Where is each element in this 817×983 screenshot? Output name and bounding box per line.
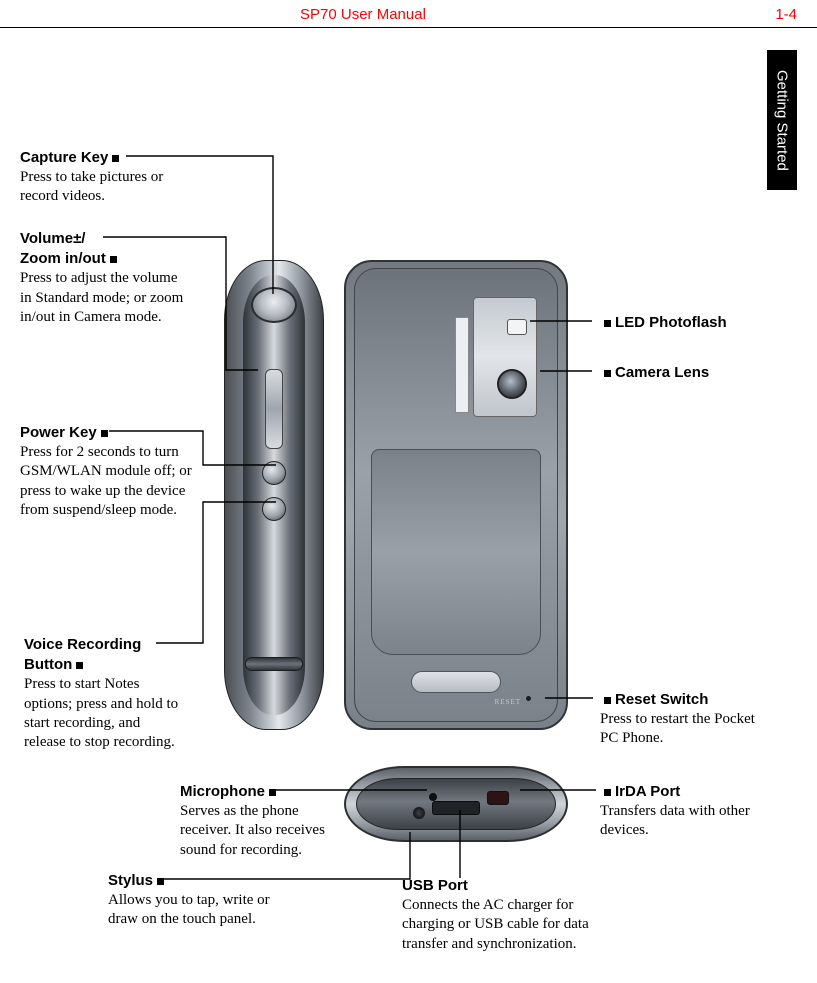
volume-rocker-graphic — [265, 369, 283, 449]
callout-capture-key: Capture Key Press to take pictures or re… — [20, 148, 200, 207]
megapixel-label-graphic — [455, 317, 469, 413]
microphone-hole-graphic — [429, 793, 437, 801]
battery-cover — [371, 449, 541, 655]
callout-voice-recording: Voice Recording Button Press to start No… — [24, 635, 184, 752]
callout-desc: Press for 2 seconds to turn GSM/WLAN mod… — [20, 443, 200, 520]
leader-marker — [269, 789, 276, 796]
camera-panel — [473, 297, 537, 417]
irda-port-graphic — [487, 791, 509, 805]
callout-title: Reset Switch — [615, 691, 708, 708]
stylus-hole-graphic — [413, 807, 425, 819]
callout-desc: Press to adjust the volume in Standard m… — [20, 269, 190, 327]
led-photoflash-graphic — [507, 319, 527, 335]
callout-usb-port: USB Port Connects the AC charger for cha… — [402, 876, 602, 954]
callout-microphone: Microphone Serves as the phone receiver.… — [180, 782, 350, 860]
back-slot-graphic — [411, 671, 501, 693]
callout-title: LED Photoflash — [615, 314, 727, 331]
leader-marker — [604, 370, 611, 377]
leader-marker — [604, 789, 611, 796]
leader-marker — [604, 320, 611, 327]
callout-title: IrDA Port — [615, 783, 680, 800]
page-header: SP70 User Manual 1-4 — [0, 4, 817, 28]
leader-marker — [157, 878, 164, 885]
manual-title: SP70 User Manual — [300, 6, 426, 23]
device-side-view — [224, 260, 324, 730]
callout-title: Power Key — [20, 424, 97, 441]
device-bottom-view — [344, 766, 568, 842]
leader-marker — [604, 697, 611, 704]
device-back-view: RESET — [344, 260, 568, 730]
voice-button-graphic — [262, 497, 286, 521]
reset-label-graphic: RESET — [495, 698, 521, 706]
callout-camera-lens: Camera Lens — [600, 363, 790, 383]
callout-power-key: Power Key Press for 2 seconds to turn GS… — [20, 423, 200, 520]
callout-desc: Press to start Notes options; press and … — [24, 675, 184, 752]
callout-desc: Allows you to tap, write or draw on the … — [108, 891, 278, 929]
callout-title: USB Port — [402, 877, 468, 894]
power-key-graphic — [262, 461, 286, 485]
chapter-tab: Getting Started — [767, 50, 797, 190]
reset-switch-graphic — [526, 696, 531, 701]
callout-desc: Connects the AC charger for charging or … — [402, 896, 602, 954]
callout-irda-port: IrDA Port Transfers data with other devi… — [600, 782, 770, 841]
callout-title: Capture Key — [20, 149, 108, 166]
callout-stylus: Stylus Allows you to tap, write or draw … — [108, 871, 278, 930]
back-inset: RESET — [354, 268, 558, 722]
leader-marker — [101, 430, 108, 437]
capture-key-graphic — [251, 287, 297, 323]
leader-marker — [112, 155, 119, 162]
bottom-inner — [356, 778, 556, 830]
callout-desc: Transfers data with other devices. — [600, 802, 770, 840]
callout-desc: Serves as the phone receiver. It also re… — [180, 802, 350, 860]
side-bottom-slot — [245, 657, 303, 671]
callout-reset-switch: Reset Switch Press to restart the Pocket… — [600, 690, 770, 749]
callout-title: Microphone — [180, 783, 265, 800]
callout-volume: Volume±/ Zoom in/out Press to adjust the… — [20, 229, 190, 327]
page-number: 1-4 — [775, 6, 797, 23]
callout-desc: Press to take pictures or record videos. — [20, 168, 200, 206]
callout-desc: Press to restart the Pocket PC Phone. — [600, 710, 770, 748]
callout-title: Stylus — [108, 872, 153, 889]
usb-port-graphic — [432, 801, 480, 815]
leader-marker — [76, 662, 83, 669]
leader-marker — [110, 256, 117, 263]
callout-title: Volume±/ Zoom in/out — [20, 230, 106, 267]
camera-lens-graphic — [497, 369, 527, 399]
callout-led-photoflash: LED Photoflash — [600, 313, 790, 333]
callout-title: Camera Lens — [615, 364, 709, 381]
